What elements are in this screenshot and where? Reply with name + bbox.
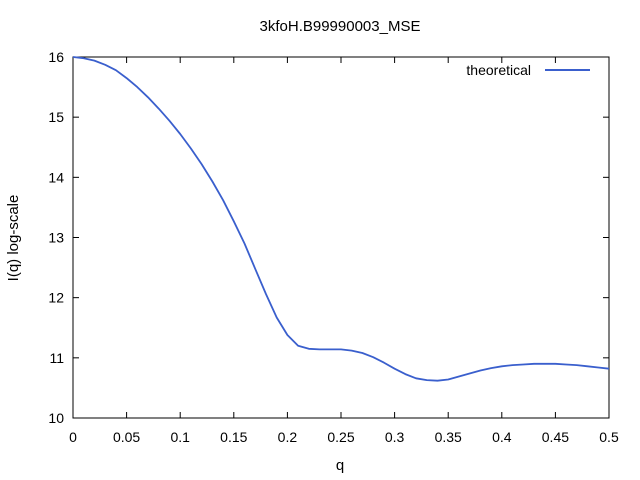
chart-title: 3kfoH.B99990003_MSE xyxy=(260,18,421,35)
x-tick-label: 0.1 xyxy=(170,429,190,445)
x-tick-label: 0 xyxy=(69,429,77,445)
x-tick-label: 0.15 xyxy=(220,429,247,445)
y-tick-label: 14 xyxy=(48,169,64,185)
y-tick-label: 16 xyxy=(48,49,64,65)
x-axis-title: q xyxy=(336,457,344,474)
y-tick-label: 11 xyxy=(49,350,64,366)
y-tick-label: 12 xyxy=(48,290,64,306)
x-tick-label: 0.5 xyxy=(599,429,619,445)
legend-label: theoretical xyxy=(466,62,531,78)
x-tick-label: 0.35 xyxy=(435,429,462,445)
y-tick-label: 15 xyxy=(48,109,64,125)
x-tick-label: 0.4 xyxy=(492,429,512,445)
y-axis-title: I(q) log-scale xyxy=(5,195,22,282)
x-tick-label: 0.25 xyxy=(327,429,354,445)
x-tick-label: 0.45 xyxy=(542,429,569,445)
plot-area: 0 0.05 0.1 0.15 0.2 0.25 0.3 0.35 0.4 0.45 0.5 10 11… xyxy=(48,49,619,445)
y-tick-label: 10 xyxy=(48,410,64,426)
x-tick-label: 0.05 xyxy=(113,429,140,445)
x-tick-label: 0.3 xyxy=(385,429,405,445)
y-tick-label: 13 xyxy=(48,230,64,246)
legend: theoretical xyxy=(466,62,590,78)
series-line xyxy=(72,56,610,382)
x-tick-label: 0.2 xyxy=(278,429,298,445)
